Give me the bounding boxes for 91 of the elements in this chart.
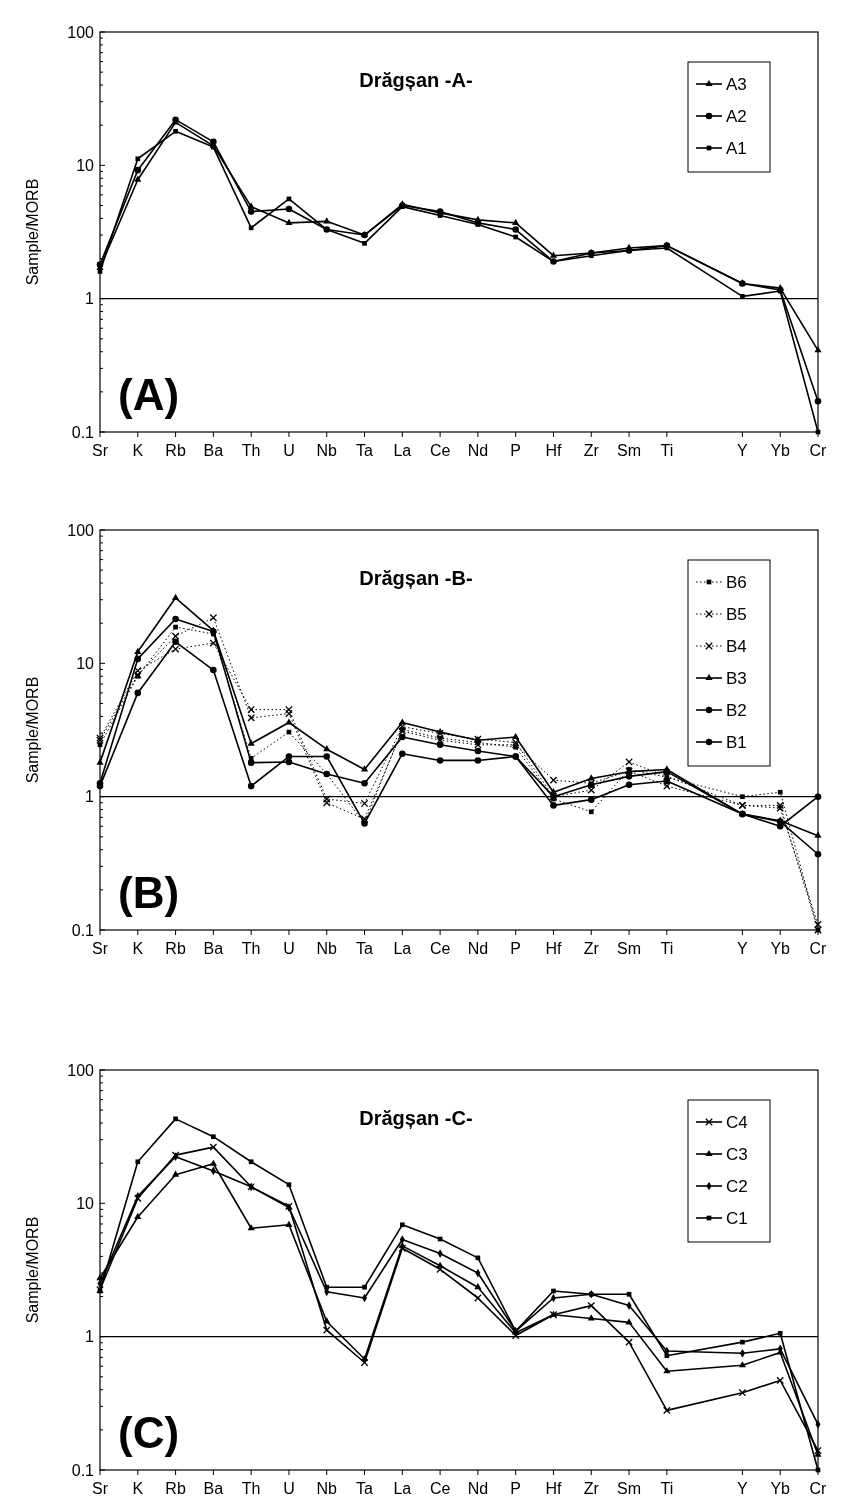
x-tick-label: Cr: [809, 442, 828, 459]
x-tick-label: Ta: [356, 940, 374, 957]
x-tick-label: Th: [241, 940, 261, 957]
x-tick-label: Sr: [92, 442, 109, 459]
legend-label: A2: [726, 106, 747, 126]
x-tick-label: Yb: [770, 1480, 791, 1497]
y-tick-label: 100: [67, 521, 95, 539]
x-tick-label: Sr: [92, 940, 109, 957]
y-tick-label: 10: [76, 156, 95, 174]
text: Drăgșan -B-: [359, 567, 473, 589]
x-tick-label: Hf: [545, 442, 563, 459]
x-tick-label: U: [283, 1480, 295, 1497]
x-tick-label: Ba: [203, 442, 224, 459]
x-tick-label: Sm: [617, 1480, 642, 1497]
x-tick-label: Cr: [809, 1480, 828, 1497]
y-axis-title: Sample/MORB: [24, 178, 41, 286]
y-axis-title: Sample/MORB: [24, 676, 41, 784]
x-tick-label: Rb: [165, 442, 186, 459]
x-tick-label: Ba: [203, 1480, 224, 1497]
x-tick-label: Nd: [467, 940, 489, 957]
text: Drăgșan -A-: [359, 69, 473, 91]
x-tick-label: Y: [737, 1480, 749, 1497]
x-tick-label: Ce: [429, 442, 451, 459]
x-tick-label: Ti: [660, 442, 674, 459]
y-tick-label: 100: [67, 1061, 95, 1079]
x-tick-label: Sm: [617, 442, 642, 459]
x-tick-label: Th: [241, 1480, 261, 1497]
legend-label: A1: [726, 138, 747, 158]
x-tick-label: Rb: [165, 940, 186, 957]
x-tick-label: La: [393, 442, 412, 459]
y-tick-label: 0.1: [71, 423, 95, 441]
x-tick-label: Th: [241, 442, 261, 459]
legend-label: B4: [726, 636, 747, 656]
x-tick-label: K: [132, 442, 144, 459]
x-tick-label: Zr: [583, 1480, 600, 1497]
x-tick-label: Ta: [356, 1480, 374, 1497]
legend-label: C1: [726, 1208, 748, 1228]
x-tick-label: U: [283, 940, 295, 957]
annotation: (C): [118, 1408, 180, 1457]
x-tick-label: K: [132, 940, 144, 957]
x-tick-label: P: [510, 442, 522, 459]
legend-label: C3: [726, 1144, 748, 1164]
x-tick-label: Yb: [770, 940, 791, 957]
x-tick-label: Zr: [583, 442, 600, 459]
y-tick-label: 10: [76, 654, 95, 672]
x-tick-label: Zr: [583, 940, 600, 957]
x-tick-label: Ti: [660, 940, 674, 957]
y-tick-label: 0.1: [71, 921, 95, 939]
y-axis-title: Sample/MORB: [24, 1216, 41, 1324]
x-tick-label: Sr: [92, 1480, 109, 1497]
x-tick-label: Cr: [809, 940, 828, 957]
x-tick-label: Yb: [770, 442, 791, 459]
x-tick-label: Nb: [316, 442, 338, 459]
x-tick-label: Ce: [429, 1480, 451, 1497]
x-tick-label: Hf: [545, 940, 563, 957]
x-tick-label: P: [510, 1480, 522, 1497]
x-tick-label: Nd: [467, 1480, 489, 1497]
x-tick-label: Hf: [545, 1480, 563, 1497]
x-tick-label: Nb: [316, 1480, 338, 1497]
x-tick-label: Ce: [429, 940, 451, 957]
legend-label: B1: [726, 732, 747, 752]
annotation: (A): [118, 370, 180, 419]
annotation: (B): [118, 868, 180, 917]
legend-label: A3: [726, 74, 747, 94]
y-tick-label: 1: [85, 788, 95, 806]
legend-label: B3: [726, 668, 747, 688]
y-tick-label: 1: [85, 1328, 95, 1346]
legend-label: C2: [726, 1176, 748, 1196]
y-tick-label: 1: [85, 290, 95, 308]
x-tick-label: Rb: [165, 1480, 186, 1497]
x-tick-label: Ta: [356, 442, 374, 459]
x-tick-label: La: [393, 940, 412, 957]
x-tick-label: U: [283, 442, 295, 459]
y-tick-label: 10: [76, 1194, 95, 1212]
x-tick-label: Ti: [660, 1480, 674, 1497]
text: Drăgșan -C-: [359, 1107, 473, 1129]
x-tick-label: La: [393, 1480, 412, 1497]
legend-label: B6: [726, 572, 747, 592]
x-tick-label: Sm: [617, 940, 642, 957]
legend-label: B5: [726, 604, 747, 624]
x-tick-label: Y: [737, 442, 749, 459]
x-tick-label: Ba: [203, 940, 224, 957]
x-tick-label: Y: [737, 940, 749, 957]
x-tick-label: Nb: [316, 940, 338, 957]
legend-label: B2: [726, 700, 747, 720]
y-tick-label: 0.1: [71, 1461, 95, 1479]
y-tick-label: 100: [67, 23, 95, 41]
x-tick-label: K: [132, 1480, 144, 1497]
x-tick-label: P: [510, 940, 522, 957]
x-tick-label: Nd: [467, 442, 489, 459]
legend-label: C4: [726, 1112, 748, 1132]
